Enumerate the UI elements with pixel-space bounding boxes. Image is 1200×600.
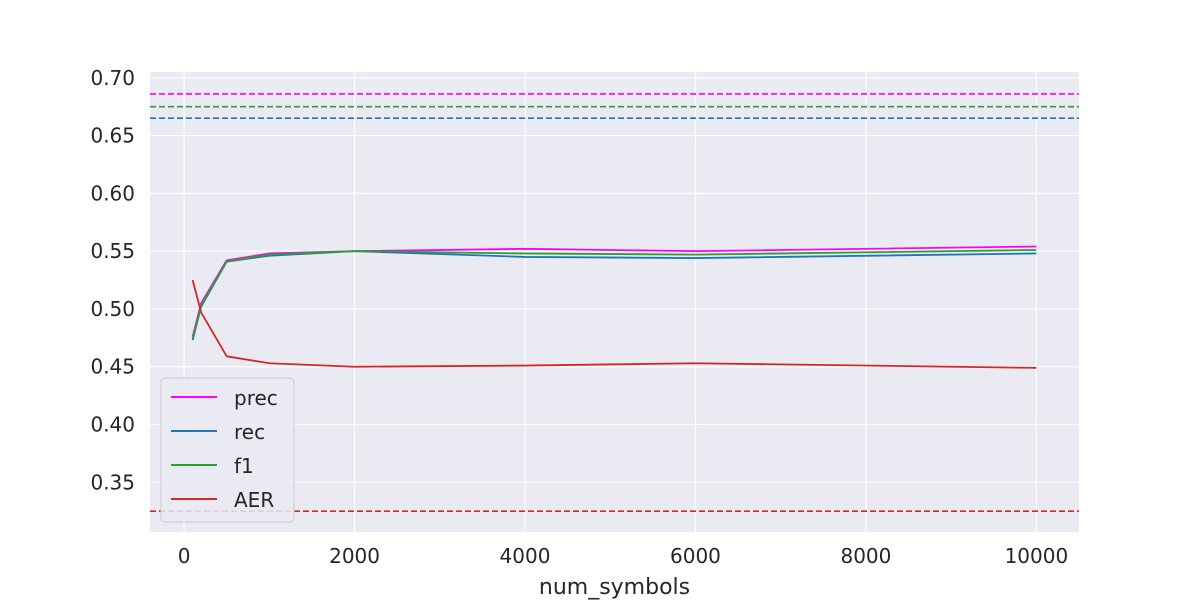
series-line-f1 xyxy=(191,249,1037,340)
y-tick-label: 0.50 xyxy=(90,297,135,321)
x-tick-label: 4000 xyxy=(500,544,551,568)
x-axis-label: num_symbols xyxy=(539,575,690,600)
y-tick-label: 0.60 xyxy=(90,181,135,205)
legend-label-f1: f1 xyxy=(234,454,254,478)
legend: prec rec f1 AER xyxy=(160,377,295,523)
y-axis-ticks: 0.35 0.40 0.45 0.50 0.55 0.60 0.65 0.70 xyxy=(90,66,135,495)
x-tick-label: 10000 xyxy=(1005,544,1069,568)
y-tick-label: 0.45 xyxy=(90,355,135,379)
legend-label-rec: rec xyxy=(234,420,265,444)
series-line-aer xyxy=(191,279,1037,369)
legend-box xyxy=(160,377,295,523)
x-tick-label: 6000 xyxy=(670,544,721,568)
reference-lines xyxy=(150,93,1079,512)
x-tick-label: 0 xyxy=(178,544,191,568)
y-tick-label: 0.55 xyxy=(90,239,135,263)
x-tick-label: 8000 xyxy=(840,544,891,568)
y-tick-label: 0.70 xyxy=(90,66,135,90)
legend-label-prec: prec xyxy=(234,386,278,410)
legend-label-aer: AER xyxy=(234,488,274,512)
series-lines xyxy=(191,245,1037,369)
y-tick-label: 0.35 xyxy=(90,470,135,494)
plot-background xyxy=(150,72,1079,532)
y-tick-label: 0.65 xyxy=(90,124,135,148)
x-axis-ticks: 0 2000 4000 6000 8000 10000 xyxy=(178,544,1068,568)
x-tick-label: 2000 xyxy=(329,544,380,568)
y-tick-label: 0.40 xyxy=(90,413,135,437)
